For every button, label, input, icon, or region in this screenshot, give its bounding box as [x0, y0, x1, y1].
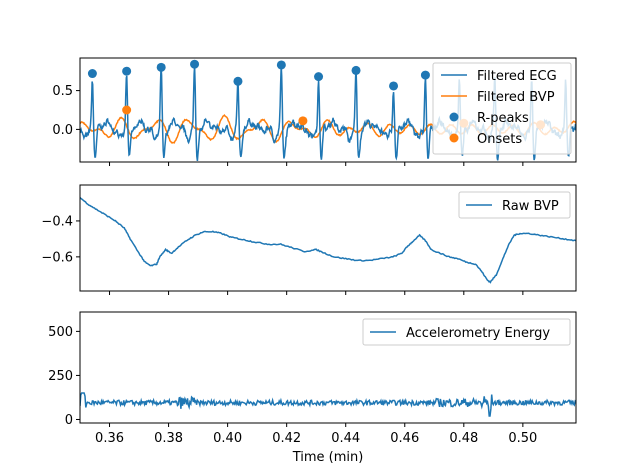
legend-label-r-peaks: R-peaks — [477, 111, 529, 126]
bottom-x-ticks: 0.36 0.38 0.40 0.42 0.44 0.46 0.48 0.50 — [95, 423, 537, 446]
r-peak-marker — [122, 66, 132, 76]
panel-bottom: 0 250 500 0.36 0.38 0.40 0.42 0.44 0.46 0.48 0.50… — [48, 311, 577, 465]
middle-x-ticks — [109, 291, 524, 295]
middle-axes-frame — [79, 184, 577, 292]
x-tick-label: 0.48 — [449, 431, 478, 446]
bottom-legend-box — [362, 318, 571, 346]
top-plot-area — [80, 59, 576, 161]
onset-marker — [298, 116, 308, 126]
legend-label-raw-bvp: Raw BVP — [502, 199, 559, 214]
legend-label-filtered-bvp: Filtered BVP — [477, 90, 555, 105]
r-peak-marker — [156, 62, 166, 72]
y-tick-label: 0 — [65, 413, 73, 428]
y-tick-label: 0.5 — [52, 84, 73, 99]
y-tick-label: 250 — [48, 369, 73, 384]
bottom-legend: Accelerometry Energy — [362, 318, 571, 346]
top-x-ticks — [109, 162, 524, 166]
legend-handle-onsets — [449, 133, 459, 143]
x-tick-label: 0.36 — [95, 431, 124, 446]
middle-legend: Raw BVP — [458, 191, 571, 219]
r-peak-marker — [389, 81, 399, 91]
middle-y-ticks: −0.6 −0.4 — [41, 214, 80, 265]
r-peak-marker — [351, 65, 361, 75]
top-axes-frame — [79, 57, 577, 163]
onset-marker — [122, 105, 132, 115]
x-tick-label: 0.50 — [508, 431, 537, 446]
x-tick-label: 0.38 — [154, 431, 183, 446]
y-tick-label: −0.6 — [41, 250, 73, 265]
x-axis-label: Time (min) — [292, 450, 364, 465]
panel-middle: −0.6 −0.4 Raw BVP — [41, 184, 577, 295]
panel-top: 0.0 0.5 Filtered ECG Filtered BVP R-peaks… — [52, 57, 577, 166]
top-y-ticks: 0.0 0.5 — [52, 84, 80, 138]
y-tick-label: 0.0 — [52, 123, 73, 138]
legend-label-accelerometry-energy: Accelerometry Energy — [406, 326, 550, 341]
bottom-y-ticks: 0 250 500 — [48, 325, 80, 428]
r-peak-marker — [314, 72, 324, 82]
r-peak-marker — [233, 76, 243, 86]
y-tick-label: −0.4 — [41, 214, 73, 229]
x-tick-label: 0.46 — [390, 431, 419, 446]
r-peak-marker — [190, 59, 200, 69]
x-tick-label: 0.44 — [331, 431, 360, 446]
middle-plot-area — [80, 196, 576, 284]
bottom-plot-area — [80, 392, 576, 417]
top-legend: Filtered ECG Filtered BVP R-peaks Onsets — [432, 62, 572, 155]
y-tick-label: 500 — [48, 325, 73, 340]
r-peak-marker — [276, 60, 286, 70]
r-peak-marker — [87, 69, 97, 79]
legend-handle-r-peaks — [449, 112, 459, 122]
legend-label-filtered-ecg: Filtered ECG — [477, 69, 557, 84]
x-tick-label: 0.40 — [213, 431, 242, 446]
r-peak-marker — [420, 70, 430, 80]
series-raw-bvp-line — [80, 196, 576, 284]
x-tick-label: 0.42 — [272, 431, 301, 446]
top-legend-box — [432, 62, 572, 155]
middle-legend-box — [458, 191, 571, 219]
bottom-axes-frame — [79, 311, 577, 424]
series-accelerometry-energy-line — [80, 392, 576, 417]
legend-label-onsets: Onsets — [477, 132, 522, 147]
